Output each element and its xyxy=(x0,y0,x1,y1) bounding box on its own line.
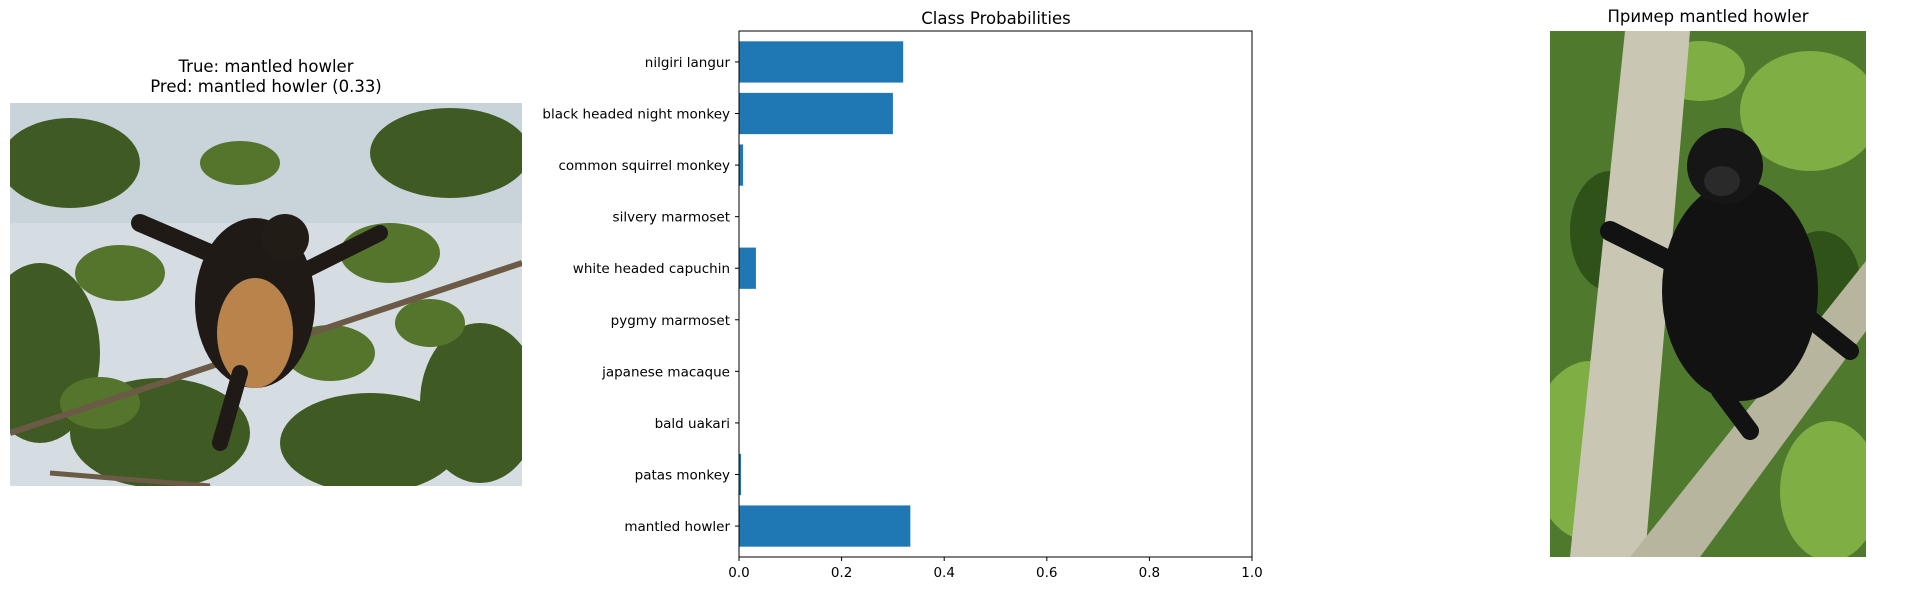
x-tick-label: 1.0 xyxy=(1241,565,1262,581)
left-panel-title: True: mantled howler Pred: mantled howle… xyxy=(10,57,522,97)
x-tick-label: 0.6 xyxy=(1036,565,1057,581)
bar-common-squirrel-monkey xyxy=(739,144,744,186)
y-tick-label: bald uakari xyxy=(655,416,730,432)
bar-black-headed-night-monkey xyxy=(739,92,893,135)
x-tick-label: 0.8 xyxy=(1139,565,1160,581)
y-tick-label: pygmy marmoset xyxy=(611,313,730,329)
bar-nilgiri-langur xyxy=(739,41,904,83)
bar-patas-monkey xyxy=(739,453,742,496)
example-image xyxy=(1550,31,1866,557)
chart-title: Class Probabilities xyxy=(921,9,1070,28)
y-tick-label: common squirrel monkey xyxy=(558,158,730,174)
y-tick-label: white headed capuchin xyxy=(573,261,730,277)
bar-mantled-howler xyxy=(739,505,911,547)
true-label: True: mantled howler xyxy=(178,57,354,76)
y-tick-label: patas monkey xyxy=(635,467,730,483)
y-tick-label: japanese macaque xyxy=(601,364,730,380)
y-tick-label: nilgiri langur xyxy=(645,55,731,71)
x-tick-label: 0.4 xyxy=(933,565,954,581)
plot-frame xyxy=(738,30,1253,558)
x-tick-label: 0.0 xyxy=(728,565,749,581)
x-tick-label: 0.2 xyxy=(831,565,852,581)
input-image xyxy=(10,103,522,486)
example-title: Пример mantled howler xyxy=(1607,7,1809,26)
y-tick-label: mantled howler xyxy=(624,519,730,535)
y-tick-label: black headed night monkey xyxy=(542,107,730,123)
pred-label: Pred: mantled howler (0.33) xyxy=(150,77,382,96)
y-tick-label: silvery marmoset xyxy=(613,210,730,226)
bar-white-headed-capuchin xyxy=(739,247,756,289)
